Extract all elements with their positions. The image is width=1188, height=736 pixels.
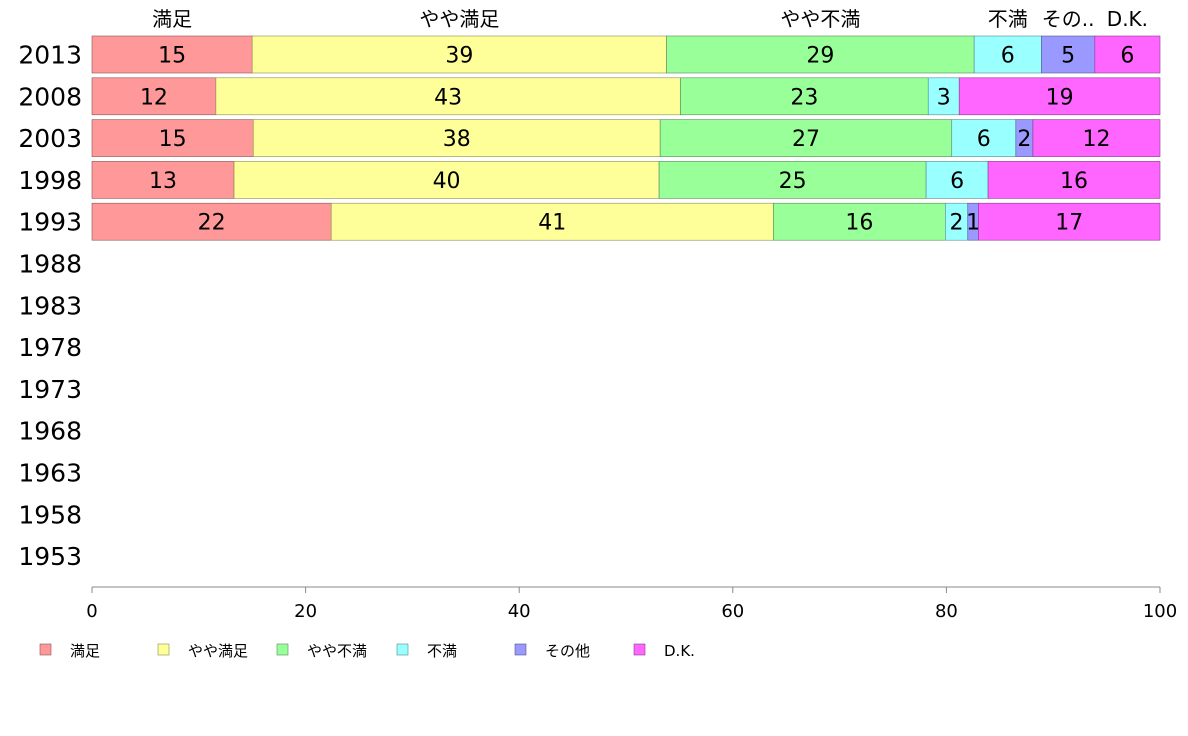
- bar-2013-0: [91, 35, 253, 74]
- bar-2008-2: [680, 77, 929, 116]
- bar-2003-2: [659, 119, 953, 157]
- data-label-1993-1: 41: [538, 211, 566, 236]
- bar-1993-1: [330, 202, 774, 241]
- bar-2008-5: [958, 77, 1161, 116]
- data-label-2003-0: 15: [159, 127, 187, 152]
- y-axis-labels: 2013 2008 2003 1998 1993 1988 1983 1978 1973 1968…: [18, 41, 82, 572]
- data-label-2013-1: 39: [445, 44, 473, 69]
- data-label-2008-1: 43: [434, 85, 462, 110]
- top-label-1: やや満足: [419, 7, 499, 31]
- x-tick-label-20: 20: [294, 601, 317, 622]
- data-label-2013-4: 5: [1061, 44, 1075, 69]
- top-label-0: 満足: [152, 7, 192, 31]
- y-label-1973: 1973: [18, 375, 82, 404]
- x-tick-label-0: 0: [86, 601, 97, 622]
- data-label-1993-0: 22: [198, 211, 226, 236]
- y-label-1983: 1983: [18, 291, 82, 320]
- x-axis: 0 20 40 60 80 100: [86, 586, 1177, 622]
- x-tick-label-60: 60: [721, 601, 744, 622]
- legend-swatch-1: [157, 643, 170, 656]
- y-label-1968: 1968: [18, 417, 82, 446]
- bar-1993-5: [978, 202, 1161, 241]
- bar-2013-2: [666, 35, 975, 74]
- data-label-1998-2: 25: [779, 169, 807, 194]
- bar-1993-2: [773, 202, 946, 241]
- bar-2013-1: [251, 35, 667, 74]
- y-label-1958: 1958: [18, 500, 82, 529]
- bar-2003-1: [252, 119, 661, 157]
- data-label-1998-3: 6: [950, 169, 964, 194]
- data-label-1993-5: 17: [1055, 211, 1083, 236]
- y-label-2013: 2013: [18, 41, 82, 70]
- data-label-1993-2: 16: [845, 211, 873, 236]
- data-label-2013-5: 6: [1120, 44, 1134, 69]
- data-label-1998-0: 13: [149, 169, 177, 194]
- data-label-2013-3: 6: [1001, 44, 1015, 69]
- data-label-2003-5: 12: [1082, 127, 1110, 152]
- y-label-1978: 1978: [18, 333, 82, 362]
- data-label-2008-2: 23: [790, 85, 818, 110]
- data-label-2008-5: 19: [1046, 85, 1074, 110]
- x-tick-label-40: 40: [508, 601, 531, 622]
- legend-swatch-5: [633, 643, 646, 656]
- legend-label-4: その他: [545, 642, 590, 660]
- y-label-1993: 1993: [18, 208, 82, 237]
- bar-1998-3: [925, 161, 989, 199]
- x-tick-label-100: 100: [1143, 601, 1177, 622]
- top-label-3: 不満: [988, 7, 1028, 31]
- top-label-5: D.K.: [1107, 7, 1148, 31]
- bar-2013-5: [1094, 35, 1161, 74]
- data-label-2003-2: 27: [792, 127, 820, 152]
- y-label-1953: 1953: [18, 542, 82, 571]
- legend-label-2: やや不満: [307, 642, 367, 660]
- top-category-labels: 満足 やや満足 やや不満 不満 その.. D.K.: [152, 7, 1148, 31]
- bar-1998-5: [987, 161, 1161, 199]
- bar-1998-0: [91, 161, 235, 199]
- data-label-1993-3: 2: [950, 211, 964, 236]
- bar-1993-0: [91, 202, 332, 241]
- legend-label-5: D.K.: [664, 642, 695, 660]
- legend: 満足 やや満足 やや不満 不満 その他 D.K.: [39, 642, 695, 660]
- bar-1998-1: [233, 161, 660, 199]
- data-label-2003-3: 6: [977, 127, 991, 152]
- y-label-1963: 1963: [18, 459, 82, 488]
- top-label-4: その..: [1042, 7, 1095, 31]
- bar-2013-4: [1041, 35, 1096, 74]
- legend-label-1: やや満足: [188, 642, 248, 660]
- legend-swatch-0: [39, 643, 52, 656]
- bar-2003-0: [91, 119, 254, 157]
- legend-swatch-2: [276, 643, 289, 656]
- bar-2008-3: [927, 77, 960, 116]
- data-label-2013-0: 15: [158, 44, 186, 69]
- y-label-2008: 2008: [18, 82, 82, 111]
- legend-label-3: 不満: [427, 642, 457, 660]
- data-label-2003-1: 38: [443, 127, 471, 152]
- x-tick-label-80: 80: [935, 601, 958, 622]
- y-label-1988: 1988: [18, 250, 82, 279]
- top-label-2: やや不満: [780, 7, 860, 31]
- data-label-1993-4: 1: [966, 211, 980, 236]
- y-label-2003: 2003: [18, 124, 82, 153]
- y-label-1998: 1998: [18, 166, 82, 195]
- bar-2013-3: [973, 35, 1042, 74]
- bar-2008-1: [215, 77, 681, 116]
- bar-2003-5: [1032, 119, 1161, 157]
- data-label-1998-5: 16: [1060, 169, 1088, 194]
- legend-swatch-4: [514, 643, 527, 656]
- data-label-2003-4: 2: [1017, 127, 1031, 152]
- bar-2008-0: [91, 77, 217, 116]
- data-label-2008-3: 3: [937, 85, 951, 110]
- data-label-2008-0: 12: [140, 85, 168, 110]
- legend-swatch-3: [396, 643, 409, 656]
- data-label-2013-2: 29: [806, 44, 834, 69]
- bar-1998-2: [658, 161, 927, 199]
- data-label-1998-1: 40: [433, 169, 461, 194]
- legend-label-0: 満足: [70, 642, 100, 660]
